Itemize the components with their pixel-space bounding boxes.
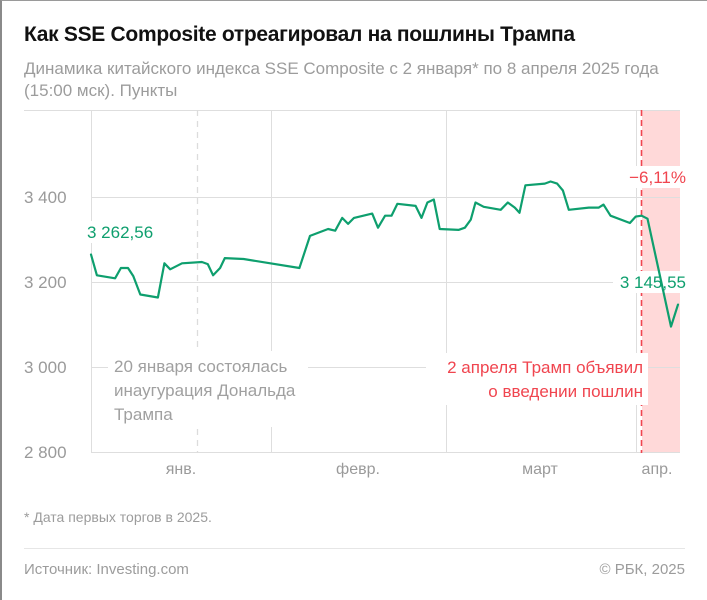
source-label: Источник: Investing.com bbox=[24, 561, 189, 578]
sse-composite-line bbox=[89, 180, 680, 328]
y-axis-labels: 3 400 3 200 3 000 2 800 bbox=[24, 188, 67, 462]
chart-title: Как SSE Composite отреагировал на пошлин… bbox=[24, 23, 575, 46]
svg-text:Трампа: Трампа bbox=[114, 405, 173, 424]
svg-text:о введении пошлин: о введении пошлин bbox=[488, 382, 643, 401]
x-tick-label: апр. bbox=[642, 461, 673, 478]
x-tick-label: март bbox=[522, 461, 558, 478]
x-tick-label: янв. bbox=[166, 461, 196, 478]
svg-text:20 января состоялась: 20 января состоялась bbox=[114, 357, 287, 376]
start-value-label-bg bbox=[86, 221, 162, 243]
footnote: * Дата первых торгов в 2025. bbox=[24, 509, 212, 525]
tariff-annotation-bg bbox=[426, 353, 648, 405]
copyright-label: © РБК, 2025 bbox=[599, 561, 685, 578]
end-value-label: 3 145,55 bbox=[620, 273, 686, 292]
chart-subtitle: Динамика китайского индекса SSE Composit… bbox=[24, 59, 659, 100]
x-tick-label: февр. bbox=[336, 461, 380, 478]
tariff-annotation: 2 апреля Трамп объявил о введении пошлин bbox=[447, 358, 643, 401]
x-axis-labels: янв. февр. март апр. bbox=[166, 461, 673, 478]
y-tick-label: 3 400 bbox=[24, 188, 67, 207]
inauguration-annotation-bg bbox=[108, 351, 308, 427]
change-label-bg bbox=[629, 166, 689, 188]
inauguration-annotation: 20 января состоялась инаугурация Дональд… bbox=[114, 357, 296, 424]
y-tick-label: 2 800 bbox=[24, 443, 67, 462]
percent-change-label: −6,11% bbox=[629, 168, 686, 187]
start-value-label: 3 262,56 bbox=[87, 223, 153, 242]
svg-text:инаугурация Дональда: инаугурация Дональда bbox=[114, 381, 296, 400]
footer-divider bbox=[24, 548, 685, 549]
y-tick-label: 3 200 bbox=[24, 273, 67, 292]
svg-text:2 апреля Трамп объявил: 2 апреля Трамп объявил bbox=[447, 358, 643, 377]
y-tick-label: 3 000 bbox=[24, 358, 67, 377]
end-value-label-bg bbox=[613, 271, 689, 293]
line-chart: 3 400 3 200 3 000 2 800 янв. февр. март … bbox=[24, 110, 689, 478]
